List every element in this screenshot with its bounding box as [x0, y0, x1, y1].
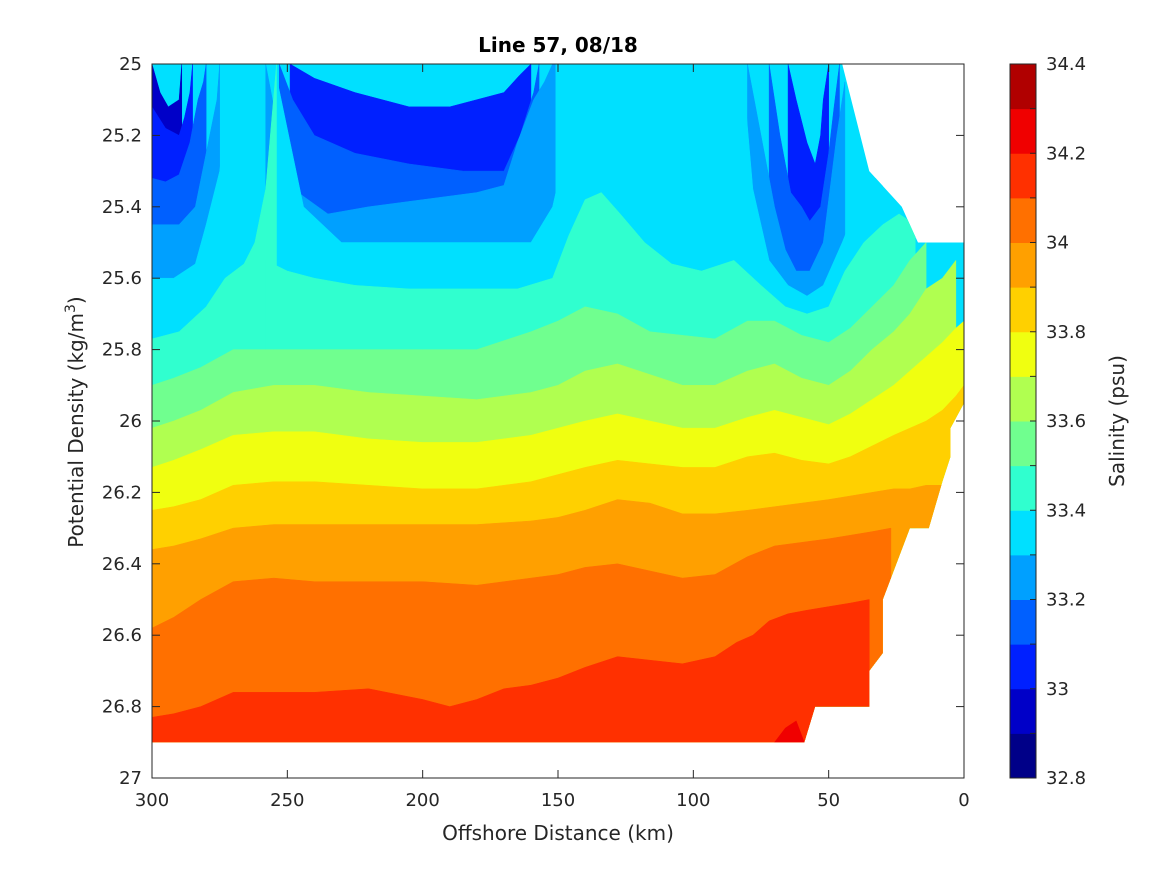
y-tick-label: 25.8	[102, 340, 142, 361]
colorbar: 32.8 33 33.2 33.4 33.6 33.8 34 34.2 34.4 Salinit…	[1009, 54, 1129, 789]
colorbar-tick-label: 34.4	[1046, 54, 1086, 75]
x-tick-label: 50	[817, 790, 840, 811]
y-tick-label: 26.8	[102, 697, 142, 718]
colorbar-swatch	[1010, 644, 1036, 690]
y-axis-label-superscript: 3	[63, 304, 79, 313]
y-axis: 25 25.2 25.4 25.6 25.8 26 26.2 26.4 26.6 26.8 27	[102, 54, 964, 789]
x-tick-label: 0	[958, 790, 969, 811]
colorbar-tick-label: 32.8	[1046, 768, 1086, 789]
colorbar-swatch	[1010, 242, 1036, 288]
y-tick-label: 25.6	[102, 268, 142, 289]
x-tick-label: 250	[270, 790, 304, 811]
y-axis-label: Potential Density (kg/m3)	[63, 296, 88, 547]
x-tick-label: 300	[135, 790, 169, 811]
y-tick-label: 26.4	[102, 554, 142, 575]
colorbar-swatch	[1010, 554, 1036, 600]
colorbar-swatch	[1010, 510, 1036, 556]
y-tick-label: 25.4	[102, 197, 142, 218]
x-tick-label: 150	[541, 790, 575, 811]
y-tick-label: 27	[119, 768, 142, 789]
x-tick-label: 200	[405, 790, 439, 811]
colorbar-tick-label: 34.2	[1046, 143, 1086, 164]
colorbar-tick-label: 33.2	[1046, 590, 1086, 611]
colorbar-swatch	[1010, 688, 1036, 734]
colorbar-swatch	[1010, 599, 1036, 645]
y-tick-label: 26.2	[102, 482, 142, 503]
colorbar-ticks: 32.8 33 33.2 33.4 33.6 33.8 34 34.2 34.4	[1030, 54, 1086, 789]
colorbar-swatch	[1010, 733, 1036, 779]
colorbar-swatch	[1010, 108, 1036, 154]
colorbar-swatch	[1010, 197, 1036, 243]
x-axis-label: Offshore Distance (km)	[442, 821, 674, 845]
contour-band-21	[152, 599, 870, 743]
colorbar-tick-label: 34	[1046, 233, 1069, 254]
x-tick-label: 100	[676, 790, 710, 811]
plot-area: 300 250 200 150 100 50 0 2525.225.425.625.8262…	[102, 54, 970, 811]
colorbar-swatch	[1010, 331, 1036, 377]
chart-title: Line 57, 08/18	[478, 33, 638, 57]
colorbar-tick-label: 33.4	[1046, 500, 1086, 521]
colorbar-swatch	[1010, 64, 1036, 110]
colorbar-tick-label: 33.6	[1046, 411, 1086, 432]
colorbar-swatch	[1010, 421, 1036, 467]
colorbar-swatch	[1010, 153, 1036, 199]
y-tick-label: 26.6	[102, 625, 142, 646]
y-tick-label: 25.2	[102, 125, 142, 146]
y-axis-label-close: )	[64, 296, 88, 304]
y-tick-label: 25	[119, 54, 142, 75]
colorbar-swatch	[1010, 465, 1036, 511]
y-tick-label: 26	[119, 411, 142, 432]
x-axis: 300 250 200 150 100 50 0	[135, 64, 970, 811]
contour-band-22	[774, 720, 805, 743]
colorbar-tick-label: 33.8	[1046, 322, 1086, 343]
colorbar-swatches	[1010, 64, 1036, 779]
colorbar-tick-label: 33	[1046, 679, 1069, 700]
colorbar-swatch	[1010, 287, 1036, 333]
colorbar-label: Salinity (psu)	[1105, 355, 1129, 487]
y-axis-label-main: Potential Density (kg/m	[64, 313, 88, 548]
colorbar-swatch	[1010, 376, 1036, 422]
contour-fill-layer	[152, 64, 964, 743]
